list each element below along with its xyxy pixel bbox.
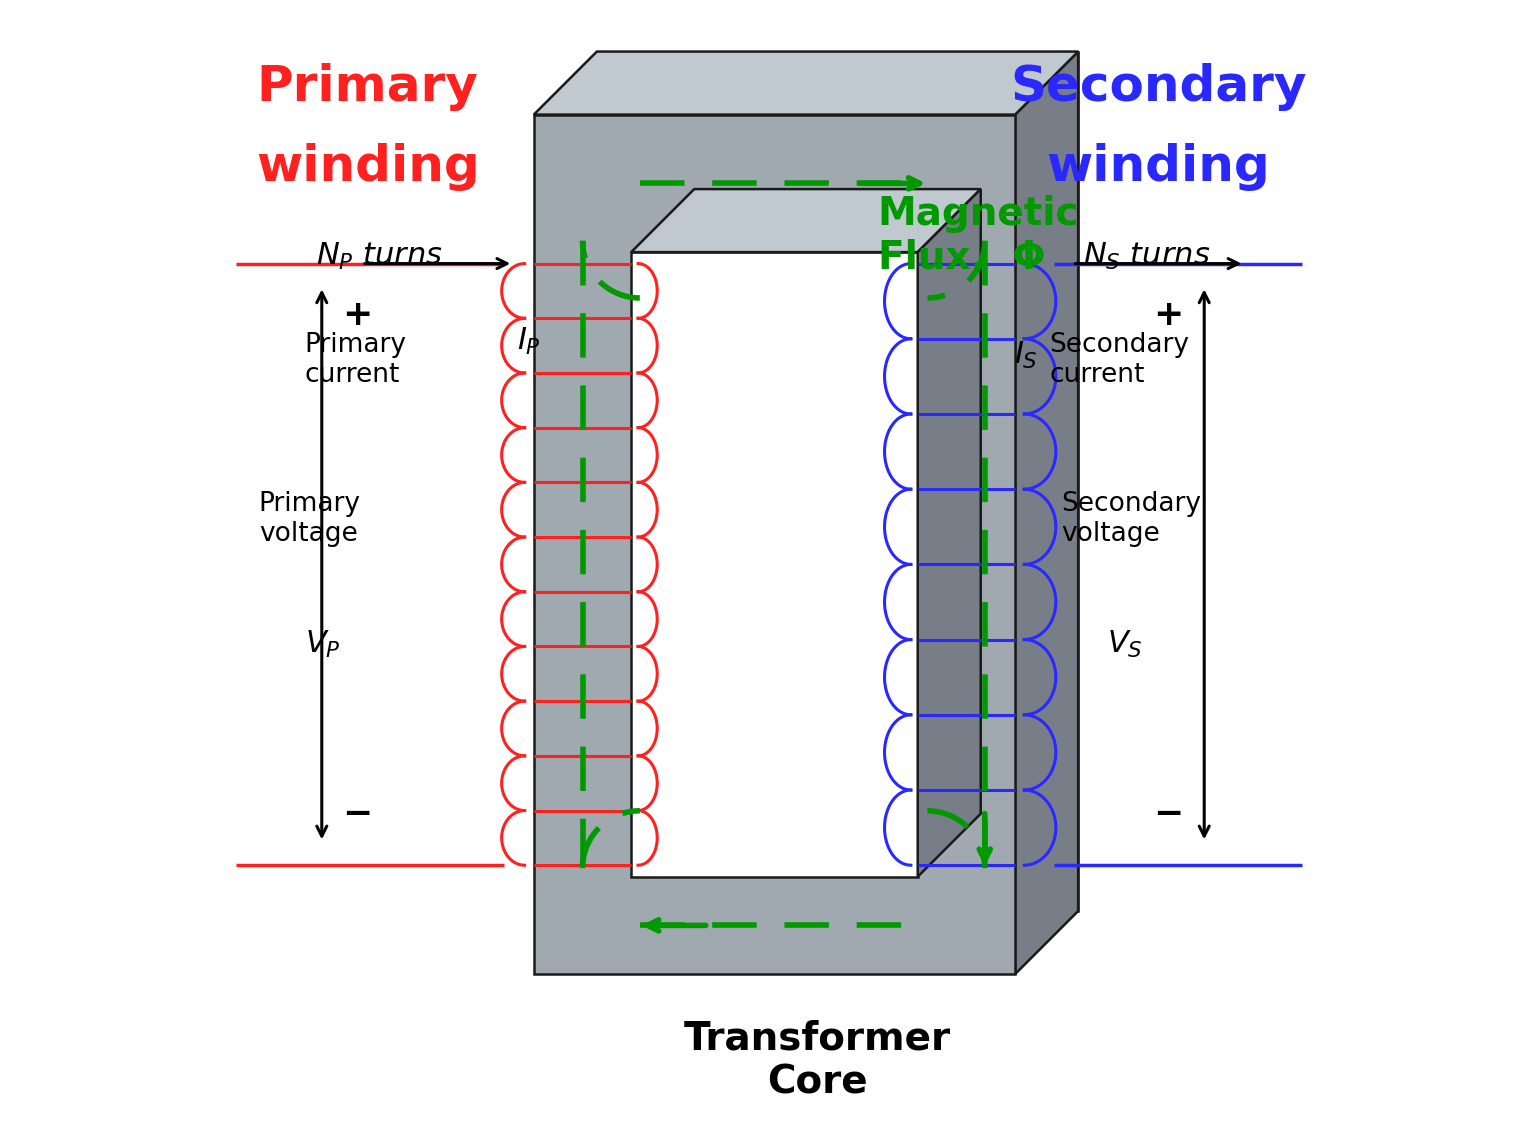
Text: −: −	[1154, 796, 1184, 831]
Text: $N_P$ turns: $N_P$ turns	[316, 241, 443, 272]
Text: Secondary: Secondary	[1010, 63, 1306, 111]
Polygon shape	[632, 189, 981, 252]
Polygon shape	[917, 189, 981, 877]
Text: Magnetic
Flux,  Φ: Magnetic Flux, Φ	[877, 195, 1079, 277]
Text: −: −	[342, 796, 372, 831]
Text: $V_P$: $V_P$	[305, 629, 340, 660]
Polygon shape	[632, 252, 917, 877]
Text: $N_S$ turns: $N_S$ turns	[1083, 241, 1210, 272]
Polygon shape	[597, 52, 1079, 911]
Text: $I_S$: $I_S$	[1015, 339, 1038, 371]
Polygon shape	[534, 52, 1079, 115]
Text: +: +	[342, 298, 372, 332]
Text: Secondary
current: Secondary current	[1050, 332, 1189, 388]
Text: Primary: Primary	[256, 63, 479, 111]
Text: winding: winding	[256, 143, 479, 191]
Text: Transformer
Core: Transformer Core	[684, 1020, 951, 1102]
Polygon shape	[1015, 52, 1079, 974]
Text: Secondary
voltage: Secondary voltage	[1061, 490, 1201, 547]
Polygon shape	[694, 189, 981, 814]
Polygon shape	[534, 115, 1015, 974]
Text: $I_P$: $I_P$	[517, 325, 540, 358]
Text: Primary
current: Primary current	[305, 332, 406, 388]
Text: Primary
voltage: Primary voltage	[259, 490, 360, 547]
Text: +: +	[1154, 298, 1184, 332]
Text: $V_S$: $V_S$	[1106, 629, 1143, 660]
Text: winding: winding	[1047, 143, 1270, 191]
